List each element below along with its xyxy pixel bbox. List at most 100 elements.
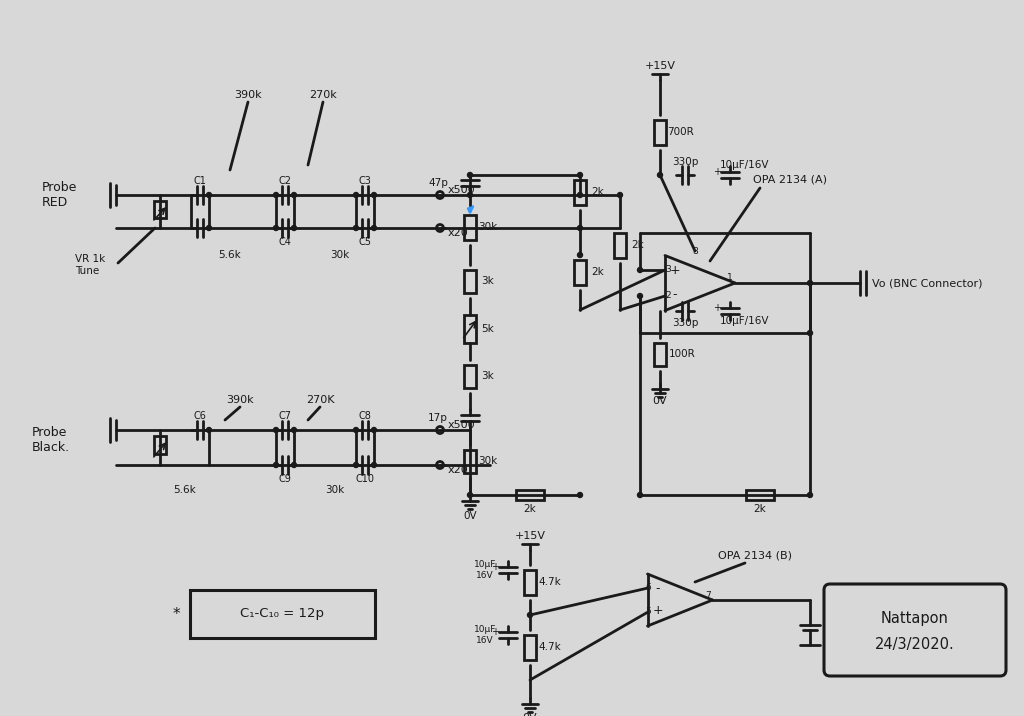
Text: 8: 8 — [692, 246, 698, 256]
Bar — [654, 343, 666, 366]
Text: Probe
Black.: Probe Black. — [32, 426, 70, 454]
Circle shape — [292, 463, 297, 468]
Circle shape — [578, 493, 583, 498]
Circle shape — [207, 226, 212, 231]
Text: Nattapon: Nattapon — [881, 611, 949, 626]
Text: 270k: 270k — [309, 90, 337, 100]
Text: *: * — [172, 606, 180, 621]
Text: OPA 2134 (A): OPA 2134 (A) — [753, 175, 827, 185]
Text: 5k: 5k — [481, 324, 495, 334]
Text: 2k: 2k — [592, 187, 604, 197]
Text: +: + — [670, 264, 680, 278]
Text: 17p: 17p — [428, 413, 449, 423]
Bar — [464, 315, 476, 343]
Text: 2: 2 — [666, 291, 671, 301]
Circle shape — [207, 427, 212, 432]
Bar — [524, 570, 536, 595]
Text: 0V: 0V — [463, 511, 477, 521]
Circle shape — [578, 253, 583, 258]
Text: 100R: 100R — [669, 349, 695, 359]
Text: x500: x500 — [449, 185, 475, 195]
Circle shape — [372, 193, 377, 198]
Text: x20: x20 — [449, 228, 469, 238]
Circle shape — [578, 173, 583, 178]
Bar — [574, 180, 586, 205]
Bar — [464, 216, 476, 240]
Text: Probe
RED: Probe RED — [42, 181, 78, 209]
Circle shape — [273, 226, 279, 231]
Text: 390k: 390k — [234, 90, 262, 100]
Text: 4.7k: 4.7k — [539, 642, 561, 652]
Circle shape — [372, 427, 377, 432]
Text: C₁-C₁₀ = 12p: C₁-C₁₀ = 12p — [240, 607, 324, 621]
Text: +: + — [490, 562, 499, 572]
Text: 3k: 3k — [481, 371, 495, 381]
Text: 30k: 30k — [326, 485, 345, 495]
Circle shape — [638, 268, 642, 273]
Bar — [464, 450, 476, 473]
Text: 0V: 0V — [522, 713, 538, 716]
Bar — [154, 201, 166, 218]
Bar — [614, 233, 626, 258]
Circle shape — [578, 226, 583, 231]
Bar — [524, 635, 536, 659]
Text: 0V: 0V — [652, 396, 668, 406]
Text: 390k: 390k — [226, 395, 254, 405]
Bar — [190, 590, 375, 638]
Circle shape — [808, 331, 812, 336]
Text: OPA 2134 (B): OPA 2134 (B) — [718, 550, 792, 560]
Text: 6: 6 — [645, 584, 651, 593]
Text: C9: C9 — [279, 474, 292, 484]
Circle shape — [468, 493, 472, 498]
Text: 5: 5 — [645, 607, 651, 616]
Text: 10µF
16V: 10µF 16V — [474, 625, 497, 644]
Text: C4: C4 — [279, 237, 292, 247]
Text: -: - — [673, 289, 677, 301]
Circle shape — [372, 463, 377, 468]
Circle shape — [353, 193, 358, 198]
Text: 330p: 330p — [672, 157, 698, 167]
Text: 2k: 2k — [754, 504, 766, 514]
Circle shape — [207, 193, 212, 198]
Text: C10: C10 — [355, 474, 375, 484]
Text: +: + — [490, 627, 499, 637]
Text: 270K: 270K — [306, 395, 334, 405]
Text: 700R: 700R — [667, 127, 693, 137]
Circle shape — [353, 463, 358, 468]
Circle shape — [353, 427, 358, 432]
Text: +15V: +15V — [644, 61, 676, 71]
Text: C5: C5 — [358, 237, 372, 247]
Text: +: + — [713, 303, 721, 313]
Circle shape — [638, 493, 642, 498]
Bar — [464, 270, 476, 293]
Text: 30k: 30k — [331, 250, 349, 260]
Circle shape — [638, 294, 642, 299]
Text: VR 1k
Tune: VR 1k Tune — [75, 254, 105, 276]
Text: C1: C1 — [194, 176, 207, 186]
Text: 330p: 330p — [672, 318, 698, 328]
Text: 3: 3 — [666, 266, 671, 274]
Circle shape — [527, 612, 532, 617]
Text: 24/3/2020.: 24/3/2020. — [876, 637, 954, 652]
Text: C3: C3 — [358, 176, 372, 186]
Circle shape — [372, 226, 377, 231]
Circle shape — [657, 173, 663, 178]
Text: x20: x20 — [449, 465, 469, 475]
Bar — [654, 120, 666, 145]
Circle shape — [273, 193, 279, 198]
Circle shape — [617, 193, 623, 198]
Text: 2k: 2k — [592, 267, 604, 277]
Text: Vo (BNC Connector): Vo (BNC Connector) — [872, 278, 982, 288]
Circle shape — [808, 281, 812, 286]
Text: +: + — [713, 167, 721, 177]
Text: +: + — [652, 604, 664, 617]
Circle shape — [808, 493, 812, 498]
Text: 1: 1 — [727, 274, 733, 283]
Circle shape — [468, 193, 472, 198]
Text: 30k: 30k — [478, 456, 498, 466]
Bar — [574, 260, 586, 285]
Circle shape — [468, 173, 472, 178]
Text: 10µF
16V: 10µF 16V — [474, 561, 497, 580]
Circle shape — [273, 427, 279, 432]
Circle shape — [353, 226, 358, 231]
